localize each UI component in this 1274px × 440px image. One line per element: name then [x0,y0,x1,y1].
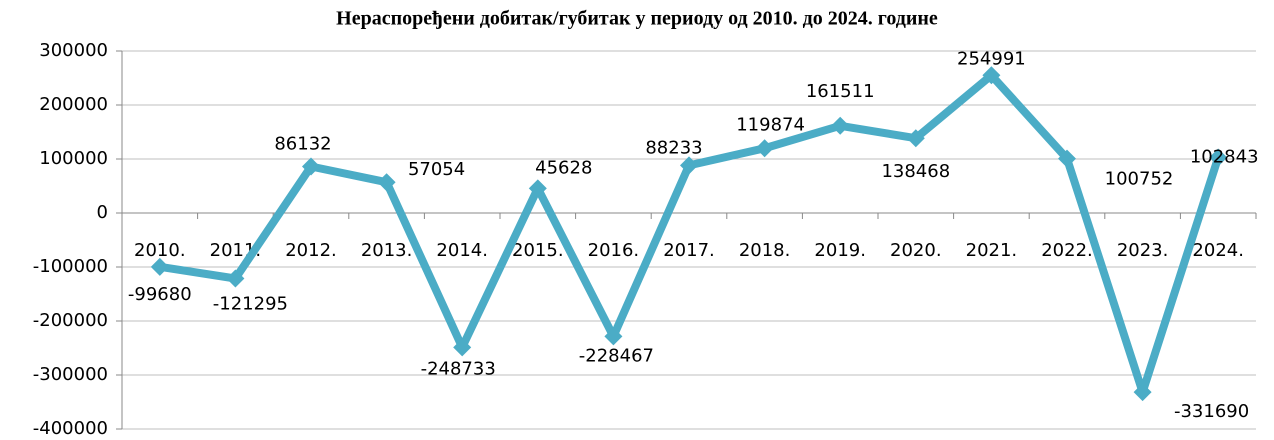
marker [226,269,245,288]
x-tick-label: 2016. [588,240,640,261]
marker [831,116,850,135]
x-tick-label: 2014. [436,240,488,261]
marker [1058,149,1076,168]
x-tick-label: 2021. [966,240,1018,261]
marker [680,156,698,175]
chart-title: Нераспоређени добитак/губитак у периоду … [336,8,938,30]
data-label: 254991 [957,48,1026,69]
y-tick-label: -400000 [33,418,108,439]
x-tick-label: 2024. [1192,240,1244,261]
marker [982,66,1001,85]
marker [1209,148,1228,167]
marker [150,257,169,276]
x-tick-label: 2019. [814,240,866,261]
marker [302,157,320,176]
y-tick-label: 300000 [39,40,108,61]
x-tick-label: 2010. [134,240,186,261]
data-label: -331690 [1174,401,1249,422]
x-tick-label: 2015. [512,240,564,261]
marker [528,179,547,198]
data-label: -248733 [421,358,496,379]
y-tick-label: 0 [97,202,108,223]
data-label: 86132 [274,133,331,154]
marker [604,327,623,346]
data-label: 88233 [645,137,702,158]
marker [906,129,925,148]
y-tick-label: -100000 [33,256,108,277]
marker [755,139,774,158]
data-label: -228467 [579,345,654,366]
x-tick-label: 2022. [1041,240,1093,261]
x-tick-label: 2023. [1117,240,1169,261]
data-label: 138468 [881,161,950,182]
y-tick-label: 100000 [39,148,108,169]
data-label: 119874 [736,114,805,135]
data-label: 161511 [806,81,875,102]
data-label: -99680 [128,284,192,305]
x-tick-label: 2020. [890,240,942,261]
data-label: 57054 [408,159,465,180]
marker [377,173,396,192]
x-tick-label: 2018. [739,240,791,261]
x-tick-label: 2012. [285,240,337,261]
x-tick-label: 2013. [361,240,413,261]
marker [1133,383,1152,402]
data-line [159,71,1223,397]
data-label: 102843 [1190,146,1259,167]
x-tick-label: 2017. [663,240,715,261]
data-label: 45628 [535,157,592,178]
y-tick-label: -200000 [33,310,108,331]
y-tick-label: 200000 [39,94,108,115]
data-label: 100752 [1105,169,1174,190]
marker [453,338,472,357]
y-tick-label: -300000 [33,364,108,385]
data-label: -121295 [213,293,288,314]
